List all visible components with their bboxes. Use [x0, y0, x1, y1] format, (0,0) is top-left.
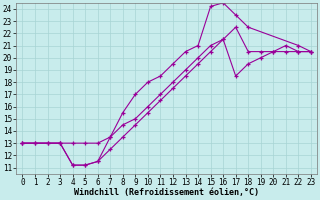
X-axis label: Windchill (Refroidissement éolien,°C): Windchill (Refroidissement éolien,°C)	[74, 188, 259, 197]
